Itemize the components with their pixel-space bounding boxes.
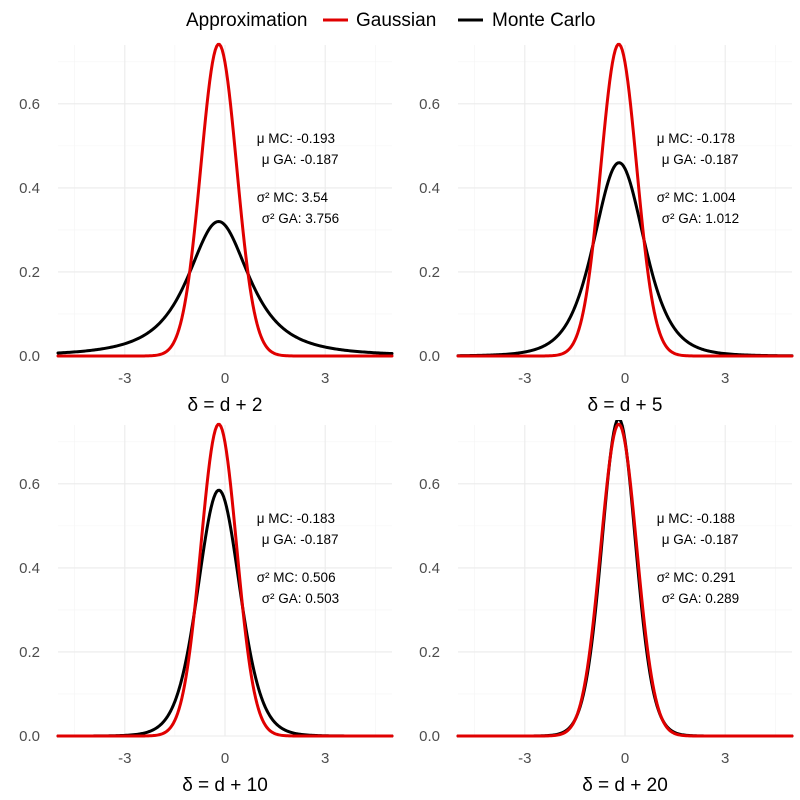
- facet-label: δ = d + 10: [182, 775, 268, 796]
- annotation-mu-ga: μ GA: -0.187: [662, 152, 739, 167]
- annotation-s2-mc: σ² MC: 0.291: [657, 570, 736, 585]
- legend-title: Approximation: [186, 10, 307, 31]
- annotation-s2-mc: σ² MC: 1.004: [657, 190, 736, 205]
- gaussian-density-line: [456, 42, 794, 358]
- annotation-mu-ga: μ GA: -0.187: [262, 532, 339, 547]
- annotation-mu-mc: μ MC: -0.188: [657, 511, 735, 526]
- facet-label: δ = d + 2: [187, 395, 262, 416]
- annotation-mu-mc: μ MC: -0.193: [257, 131, 335, 146]
- y-tick-label: 0.4: [419, 560, 440, 577]
- major-gridlines: [58, 425, 392, 737]
- annotation-s2-mc: σ² MC: 3.54: [257, 190, 329, 205]
- legend-label-monte-carlo: Monte Carlo: [492, 10, 596, 31]
- annotation-s2-ga: σ² GA: 1.012: [662, 211, 739, 226]
- annotation-mu-ga: μ GA: -0.187: [262, 152, 339, 167]
- y-tick-label: 0.6: [19, 96, 40, 113]
- x-tick-label: -3: [518, 370, 531, 387]
- y-tick-label: 0.0: [419, 728, 440, 745]
- facet-panel-d10: -3 0 3 0.0 0.2 0.4 0.6 μ MC: -0.183 μ GA: -0.187…: [19, 422, 394, 796]
- facet-panel-d20: -3 0 3 0.0 0.2 0.4 0.6 μ MC: -0.188 μ GA: -0.187…: [419, 420, 794, 796]
- annotation-s2-mc: σ² MC: 0.506: [257, 570, 336, 585]
- gaussian-density-line: [56, 422, 394, 738]
- facet-label: δ = d + 20: [582, 775, 668, 796]
- facet-panel-d2: -3 0 3 0.0 0.2 0.4 0.6 μ MC: -0.193 μ GA: -0.187…: [19, 42, 394, 416]
- gaussian-density-line: [456, 422, 794, 738]
- legend: Approximation Gaussian Monte Carlo: [186, 10, 596, 31]
- y-tick-label: 0.6: [419, 96, 440, 113]
- x-tick-label: 3: [721, 370, 729, 387]
- x-tick-label: -3: [118, 370, 131, 387]
- gaussian-density-line: [56, 42, 394, 358]
- minor-gridlines: [58, 425, 392, 736]
- annotation-mu-mc: μ MC: -0.178: [657, 131, 735, 146]
- y-tick-label: 0.4: [19, 560, 40, 577]
- legend-label-gaussian: Gaussian: [356, 10, 436, 31]
- major-gridlines: [458, 425, 792, 737]
- y-tick-label: 0.6: [419, 476, 440, 493]
- x-tick-label: -3: [518, 750, 531, 767]
- y-tick-label: 0.0: [419, 348, 440, 365]
- major-gridlines: [458, 45, 792, 357]
- y-tick-label: 0.2: [419, 644, 440, 661]
- x-tick-label: 0: [221, 370, 229, 387]
- annotation-s2-ga: σ² GA: 3.756: [262, 211, 339, 226]
- x-tick-label: 3: [721, 750, 729, 767]
- y-tick-label: 0.2: [19, 264, 40, 281]
- x-tick-label: 0: [621, 370, 629, 387]
- x-tick-label: 0: [621, 750, 629, 767]
- major-gridlines: [58, 45, 392, 357]
- facet-panel-d5: -3 0 3 0.0 0.2 0.4 0.6 μ MC: -0.178 μ GA: -0.187…: [419, 42, 794, 416]
- y-tick-label: 0.4: [19, 180, 40, 197]
- y-tick-label: 0.6: [19, 476, 40, 493]
- x-tick-label: 3: [321, 750, 329, 767]
- x-tick-label: 0: [221, 750, 229, 767]
- annotation-mu-ga: μ GA: -0.187: [662, 532, 739, 547]
- y-tick-label: 0.2: [419, 264, 440, 281]
- y-tick-label: 0.4: [419, 180, 440, 197]
- annotation-mu-mc: μ MC: -0.183: [257, 511, 335, 526]
- annotation-s2-ga: σ² GA: 0.503: [262, 591, 339, 606]
- x-tick-label: -3: [118, 750, 131, 767]
- y-tick-label: 0.0: [19, 728, 40, 745]
- y-tick-label: 0.0: [19, 348, 40, 365]
- y-tick-label: 0.2: [19, 644, 40, 661]
- monte-carlo-density-line: [56, 220, 394, 356]
- facet-label: δ = d + 5: [587, 395, 662, 416]
- x-tick-label: 3: [321, 370, 329, 387]
- annotation-s2-ga: σ² GA: 0.289: [662, 591, 739, 606]
